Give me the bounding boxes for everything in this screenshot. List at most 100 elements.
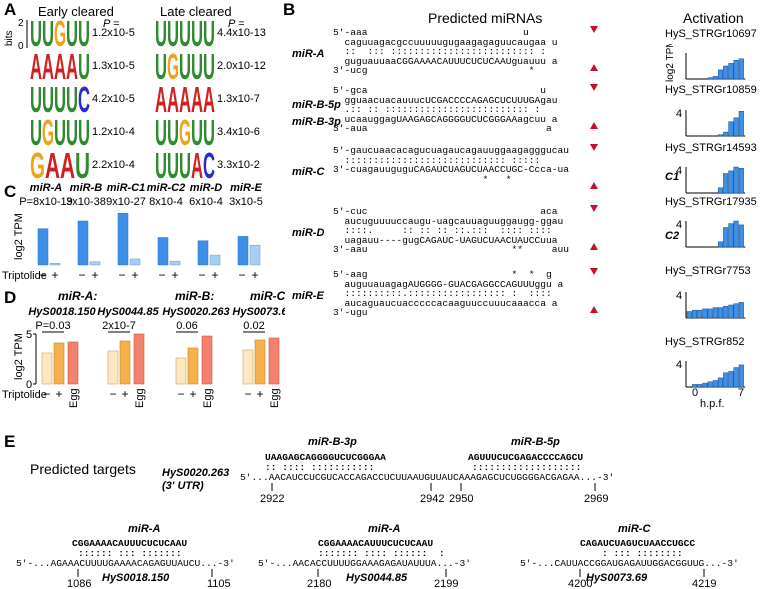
dicer-site-top <box>590 84 598 91</box>
bar-plus <box>119 340 131 385</box>
activation-bar <box>712 307 718 319</box>
panel-c-pvalue: 3x10-5 <box>229 196 263 208</box>
activation-bar <box>717 377 724 388</box>
activation-bar <box>728 170 734 194</box>
mirna-3-label: miR-C <box>292 166 325 178</box>
mirna-4-line-5: 3'-aau ** auu <box>333 244 570 256</box>
motif-letter: U <box>191 16 203 48</box>
panel-c-pvalue: 3x10-38 <box>66 196 106 208</box>
bar-minus <box>157 237 169 266</box>
panel-d-gene: HyS0073.69 <box>232 306 285 318</box>
activation-bar <box>717 241 724 248</box>
activation-bar <box>697 309 703 319</box>
motif-letter: U <box>42 82 54 114</box>
activation-chart-5: 4 <box>676 290 746 319</box>
tick-minus: − <box>198 268 205 282</box>
bar-minus <box>175 357 187 385</box>
mirna-5-label: miR-E <box>292 290 324 302</box>
bt1-target: 5'-...AGAAACUUUUGAAAACAGAGUUAUCU...-3' <box>16 558 235 569</box>
motif-letter: A <box>66 49 78 81</box>
bar-egg <box>201 335 213 385</box>
panel-c-group-name: miR-C2 <box>147 182 186 194</box>
dicer-site-top <box>590 26 598 33</box>
panel-c-pvalue: 9x10-27 <box>106 196 146 208</box>
activation-x-tick-7: 7 <box>738 387 745 399</box>
panel-d-xlabel: Triptolide <box>2 389 47 401</box>
bt3-gene: HyS0073.69 <box>586 572 648 584</box>
motif-letter: U <box>167 148 179 180</box>
bt3-mir: miR-C <box>618 523 651 535</box>
mirna-4-line-1: 5'-cuc aca <box>333 206 558 217</box>
motif-p-early-5: 2.2x10-4 <box>92 159 135 171</box>
bar-egg <box>268 337 280 385</box>
top-mir5p-label: miR-B-5p <box>511 436 560 448</box>
motif-p-late-5: 3.3x10-2 <box>217 159 260 171</box>
motif-letter: U <box>54 115 66 147</box>
top-target-utr: (3' UTR) <box>162 480 204 492</box>
bt3-seq: CAGAUCUAGUCUAACCUGCC <box>580 538 696 549</box>
bar-plus <box>129 258 141 266</box>
motif-letter: A <box>191 148 203 180</box>
top-mir3p-label: miR-B-3p <box>308 436 357 448</box>
egg-label: Egg <box>202 388 214 408</box>
activation-ylabel: log2 TPM <box>665 44 676 82</box>
bt2-gene: HyS0044.85 <box>346 572 408 584</box>
motif-letter: A <box>191 82 203 114</box>
panel-c-pvalue: P=8x10-19 <box>19 196 73 208</box>
activation-bar <box>717 187 724 194</box>
top-pos-3: 2950 <box>449 493 473 505</box>
motif-letter: U <box>179 16 191 48</box>
top-mir3p-pair: :: :::: ::::::::::: <box>265 462 375 473</box>
panel-c-xlabel: Triptolide <box>2 270 47 282</box>
bar-plus <box>249 244 261 266</box>
activation-bar <box>723 65 729 80</box>
activation-bar <box>717 69 724 80</box>
dicer-site-top <box>590 205 598 212</box>
dicer-site-bottom <box>590 243 598 250</box>
mirna-1-line-1: 5'-aaa u <box>333 27 529 38</box>
late-cleared-header: Late cleared <box>160 4 232 19</box>
activation-bar <box>738 224 744 248</box>
bt3-ticks: 4200 4219 <box>568 569 716 589</box>
mirna-5-line-1: 5'-aag * * g <box>333 269 552 280</box>
bits-axis-label: bits <box>4 30 15 46</box>
motif-letter: U <box>155 49 167 81</box>
mirna-4-line-3: ::::. :: :: :: ::.::: :::: :::: <box>333 225 558 237</box>
bar-minus <box>107 350 119 385</box>
activation-gene-4: HyS_STRGr17935 <box>665 196 757 208</box>
motif-letter: A <box>54 49 66 81</box>
activation-bar <box>717 134 724 137</box>
mirna-5-cleavage-marks <box>590 268 598 313</box>
panel-d-pvalue: 2x10-7 <box>102 320 136 332</box>
mirna-5-line-4: aucaguaucuacccccacaaguuccuuucaaacca a <box>333 297 558 309</box>
activation-chart-6: 4 <box>676 359 746 388</box>
activation-bar <box>733 303 739 319</box>
motif-p-early-1: 1.2x10-5 <box>92 27 135 39</box>
tick-plus: + <box>131 268 138 282</box>
motif-letter: U <box>78 16 90 48</box>
activation-bar <box>733 220 739 248</box>
bt2-seq: CGGAAAACAUUUCUCUCAAU <box>318 538 434 549</box>
panel-label-e: E <box>4 432 16 451</box>
panel-c-pvalue: 6x10-4 <box>189 196 223 208</box>
bar-plus <box>254 339 266 385</box>
panel-d-pvalue: 0.02 <box>243 320 264 332</box>
bt3-pair: : ::: :::::::: <box>602 548 683 559</box>
bt2-pos-1: 2180 <box>307 578 331 589</box>
motif-p-early-4: 1.2x10-4 <box>92 126 135 138</box>
motif-letter: U <box>66 115 78 147</box>
mirna-1-line-3: :: ::: ::::::::::::::::::::::::: : <box>333 46 547 58</box>
tag-c2: C2 <box>665 230 680 242</box>
mirna-1-line-4: guguauuaaCGGAAAACAUUUCUCUCAAUguauuu a <box>333 55 558 67</box>
activation-bar <box>702 382 708 388</box>
bt1-pos-1: 1086 <box>67 578 91 589</box>
panel-d-gene: HyS0044.85 <box>97 306 159 318</box>
motif-letter: C <box>78 82 90 114</box>
activation-bar <box>728 371 734 388</box>
bar-plus <box>49 263 61 266</box>
motif-letter: A <box>45 148 60 180</box>
activation-bar <box>723 227 729 248</box>
mirna-3-cleavage-marks <box>590 144 598 189</box>
